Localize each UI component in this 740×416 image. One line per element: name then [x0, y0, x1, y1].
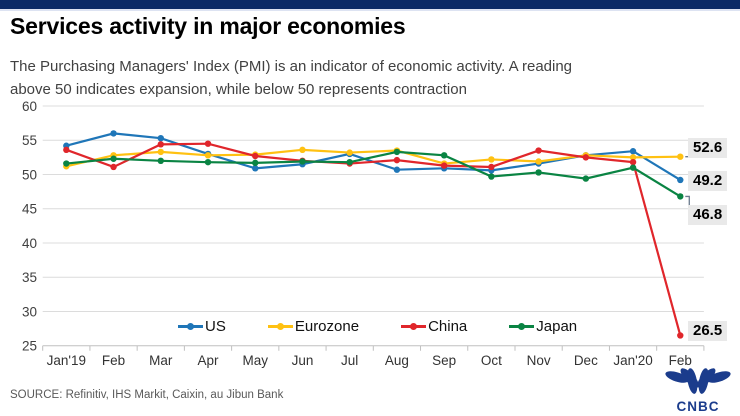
- y-axis-label: 35: [22, 270, 37, 285]
- legend-label-japan: Japan: [536, 318, 578, 335]
- y-axis-label: 50: [22, 167, 37, 182]
- end-label-japan: 46.8: [688, 205, 728, 226]
- legend-marker-us: [178, 322, 203, 331]
- series-line-japan: [66, 150, 681, 198]
- end-label-china: 26.5: [688, 321, 728, 342]
- y-axis-label: 25: [22, 339, 37, 354]
- data-point-china: [440, 162, 448, 169]
- data-point-china: [488, 163, 495, 171]
- data-point-japan: [440, 152, 448, 159]
- x-axis-label: Feb: [669, 353, 692, 368]
- data-point-china: [677, 332, 684, 339]
- x-axis-label: Mar: [149, 353, 173, 368]
- data-point-china: [204, 140, 212, 147]
- subtitle-line-2: above 50 indicates expansion, while belo…: [10, 80, 467, 98]
- cnbc-peacock-logo: CNBC: [665, 368, 731, 414]
- x-axis-label: Oct: [481, 353, 502, 368]
- x-axis-label: Dec: [574, 353, 598, 368]
- x-axis-label: Jun: [292, 353, 314, 368]
- legend-item-us: US: [178, 318, 226, 335]
- data-point-eurozone: [157, 148, 164, 156]
- data-point-china: [110, 163, 117, 171]
- data-point-japan: [63, 160, 70, 167]
- x-axis-label: Feb: [102, 353, 125, 368]
- chart-area: 25 30 35 40 45 50 55 60 Jan'19 Feb Mar Apr May Jun Jul…: [0, 96, 740, 386]
- data-point-us: [393, 166, 401, 173]
- data-point-eurozone: [629, 154, 637, 161]
- series-line-china: [65, 142, 682, 336]
- data-point-japan: [582, 175, 590, 182]
- data-point-us: [110, 130, 117, 137]
- data-point-japan: [535, 169, 542, 176]
- chart-legend: US Eurozone China Japan: [178, 318, 577, 335]
- x-axis-label: Jul: [341, 353, 358, 368]
- legend-marker-japan: [509, 322, 535, 331]
- cnbc-logo-text: CNBC: [677, 399, 720, 414]
- data-point-china: [582, 154, 590, 161]
- end-label-us: 49.2: [688, 170, 728, 191]
- y-axis-label: 40: [22, 236, 37, 251]
- data-point-us: [252, 165, 259, 172]
- data-point-japan: [629, 164, 637, 171]
- x-axis-label: Sep: [432, 353, 456, 368]
- data-point-eurozone: [204, 152, 212, 159]
- page-title: Services activity in major economies: [10, 13, 406, 39]
- data-point-china: [629, 158, 637, 166]
- data-point-eurozone: [299, 146, 306, 154]
- source-note: SOURCE: Refinitiv, IHS Markit, Caixin, a…: [10, 389, 284, 401]
- x-axis-label: Nov: [527, 353, 551, 368]
- x-axis-label: Jan'19: [47, 353, 86, 368]
- data-point-eurozone: [346, 149, 353, 156]
- end-label-eurozone: 52.6: [688, 137, 728, 158]
- y-axis-label: 30: [22, 304, 37, 319]
- data-point-japan: [488, 173, 495, 180]
- data-point-eurozone: [488, 156, 495, 163]
- data-point-japan: [252, 159, 259, 167]
- legend-item-eurozone: Eurozone: [267, 318, 360, 335]
- legend-label-us: US: [205, 318, 226, 335]
- data-point-japan: [677, 193, 684, 200]
- data-point-china: [63, 146, 70, 154]
- y-axis-label: 45: [22, 202, 37, 217]
- data-point-us: [677, 176, 684, 184]
- data-point-us: [157, 134, 164, 142]
- data-point-china: [157, 141, 164, 148]
- data-point-china: [393, 156, 401, 164]
- y-axis-label: 60: [22, 99, 37, 114]
- x-axis-label: Apr: [197, 353, 219, 368]
- data-point-eurozone: [677, 153, 684, 160]
- legend-label-eurozone: Eurozone: [294, 318, 360, 335]
- legend-label-china: China: [428, 318, 468, 335]
- legend-marker-eurozone: [267, 322, 293, 331]
- x-axis-label: Jan'20: [613, 353, 652, 368]
- x-axis-label: May: [242, 353, 268, 368]
- y-axis-label: 55: [22, 133, 37, 148]
- data-point-japan: [204, 158, 212, 166]
- legend-item-japan: Japan: [509, 318, 577, 335]
- page-subtitle: The Purchasing Managers' Index (PMI) is …: [10, 56, 572, 101]
- data-point-china: [535, 147, 542, 154]
- top-accent-bar: [0, 0, 740, 11]
- legend-item-china: China: [401, 318, 467, 335]
- x-axis-label: Aug: [385, 353, 409, 368]
- data-point-us: [629, 148, 637, 155]
- data-point-japan: [157, 157, 164, 164]
- subtitle-line-1: The Purchasing Managers' Index (PMI) is …: [10, 58, 573, 75]
- data-point-japan: [299, 158, 306, 165]
- data-point-japan: [346, 158, 353, 166]
- data-point-japan: [393, 148, 401, 156]
- legend-marker-china: [401, 322, 427, 331]
- data-point-japan: [110, 155, 117, 162]
- data-point-china: [252, 152, 259, 160]
- data-point-eurozone: [535, 158, 542, 165]
- pmi-line-chart: 25 30 35 40 45 50 55 60 Jan'19 Feb Mar Apr May Jun Jul…: [22, 99, 705, 368]
